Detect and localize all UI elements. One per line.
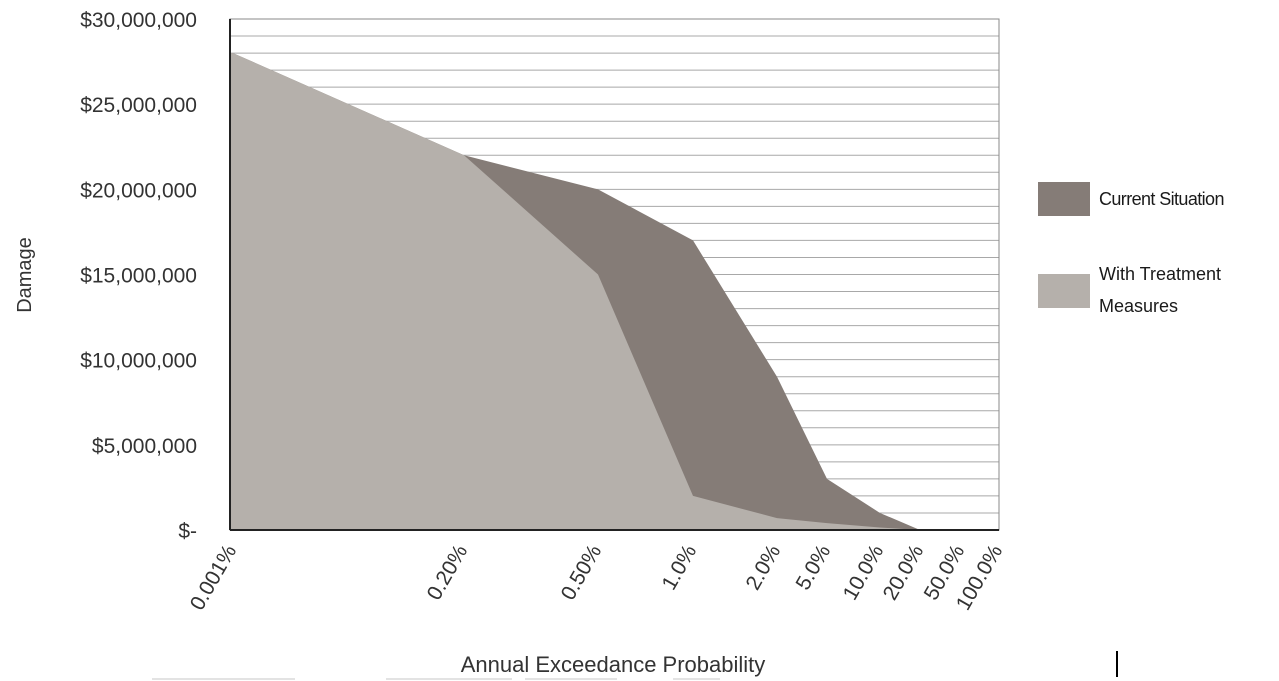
divider <box>386 678 512 680</box>
legend-label-with-treatment-measures: With Treatment Measures <box>1099 264 1222 316</box>
divider <box>525 678 617 680</box>
y-tick-label: $30,000,000 <box>80 9 197 32</box>
y-tick-label: $20,000,000 <box>80 179 197 202</box>
legend-item-with-treatment-measures: With Treatment Measures <box>1036 244 1276 316</box>
x-tick-label: 20.0% <box>879 541 929 604</box>
x-tick-label: 1.0% <box>657 541 701 594</box>
x-tick-label: 0.001% <box>186 541 242 614</box>
legend-item-current-situation: Current Situation <box>1036 172 1276 244</box>
y-tick-label: $5,000,000 <box>92 435 197 458</box>
y-tick-label: $25,000,000 <box>80 94 197 117</box>
y-tick-label: $15,000,000 <box>80 265 197 288</box>
area-with-treatment-measures <box>230 53 999 531</box>
y-axis-label: Damage <box>14 237 36 313</box>
x-tick-label: 5.0% <box>791 541 835 594</box>
x-axis-ticks: 0.001% 0.20% 0.50% 1.0% 2.0% 5.0% 10.0%20.0%50… <box>186 541 1008 614</box>
text-cursor <box>1116 651 1118 677</box>
legend: Current Situation With Treatment Measure… <box>1036 172 1276 316</box>
legend-label-current-situation: Current Situation <box>1099 189 1224 209</box>
x-tick-label: 0.50% <box>557 541 607 604</box>
plot-frame <box>229 18 1000 531</box>
legend-swatch-with-treatment-measures <box>1038 274 1090 308</box>
x-tick-label: 0.20% <box>423 541 473 604</box>
y-tick-label: $10,000,000 <box>80 350 197 373</box>
legend-swatch-current-situation <box>1038 182 1090 216</box>
y-axis-ticks: $- $5,000,000 $10,000,000 $15,000,000 $20,00… <box>80 9 197 543</box>
x-axis-label: Annual Exceedance Probability <box>461 652 766 677</box>
y-tick-label: $- <box>178 520 197 543</box>
area-series <box>230 53 999 531</box>
divider <box>673 678 720 680</box>
divider <box>152 678 295 680</box>
x-tick-label: 2.0% <box>741 541 785 594</box>
